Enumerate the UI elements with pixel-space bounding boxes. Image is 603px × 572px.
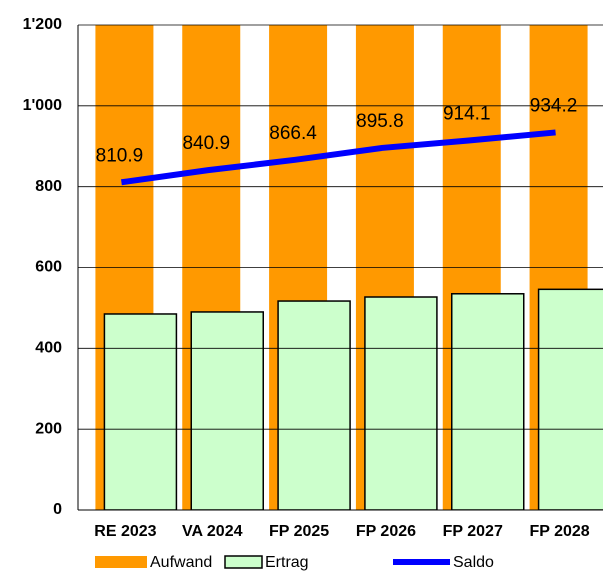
bar [190,311,264,510]
line-series [121,129,556,186]
x-tick-label: FP 2026 [356,523,416,540]
x-tick-label: FP 2028 [529,523,589,540]
bar [537,288,603,510]
plot-area [95,25,603,510]
y-tick-label: 1'200 [23,16,63,33]
y-tick-label: 600 [35,259,62,276]
bar [277,300,351,510]
bar [103,313,178,510]
x-tick-label: FP 2027 [443,523,503,540]
x-tick-label: RE 2023 [94,523,156,540]
data-label: 934.2 [530,95,578,116]
data-label: 840.9 [182,133,230,154]
x-tick-label: VA 2024 [182,523,243,540]
legend-swatch [224,555,263,569]
y-tick-label: 400 [35,340,62,357]
y-tick-label: 1'000 [23,97,63,114]
y-tick-label: 800 [35,178,62,195]
y-tick-label: 0 [53,501,62,518]
data-label: 810.9 [96,145,144,166]
legend-label: Aufwand [150,554,212,571]
legend-swatch [95,556,147,568]
data-label: 914.1 [443,104,491,125]
data-label: 895.8 [356,111,404,132]
data-label: 866.4 [269,123,317,144]
legend-label: Saldo [453,554,494,571]
bar [451,293,525,510]
legend-label: Ertrag [265,554,309,571]
y-tick-label: 200 [35,420,62,437]
x-tick-label: FP 2025 [269,523,329,540]
bar [364,296,438,510]
